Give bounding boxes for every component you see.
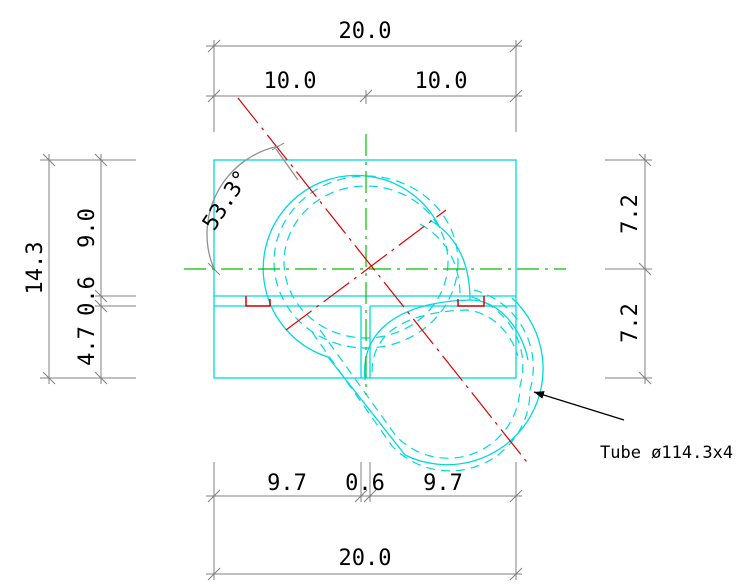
left-dimensions: 14.3 9.0 4.7 0.6 [23, 153, 136, 385]
angle-tick [207, 262, 221, 276]
tube-lower-hidden-outer [311, 289, 534, 472]
tick [207, 567, 221, 581]
tick [94, 299, 108, 313]
tick [42, 153, 56, 167]
weld-symbols [245, 296, 485, 307]
tick [94, 371, 108, 385]
dim-bottom-right: 9.7 [423, 471, 463, 496]
tube-outer-visible [262, 174, 544, 466]
tube-cross-axis [285, 209, 447, 331]
tick [638, 153, 652, 167]
tick [509, 39, 523, 53]
weld-mark-right [457, 296, 485, 307]
dim-bottom-total: 20.0 [339, 546, 392, 571]
tick [354, 489, 368, 503]
tick [638, 262, 652, 276]
tick [509, 567, 523, 581]
dim-right-lower: 7.2 [618, 303, 643, 343]
tick [94, 289, 108, 303]
tick [207, 489, 221, 503]
dim-bottom-gap: 0.6 [345, 471, 385, 496]
bottom-dimensions: 9.7 0.6 9.7 20.0 [206, 462, 523, 581]
tube-lower-hidden-inner [319, 295, 524, 459]
tick [638, 371, 652, 385]
dim-top-right: 10.0 [415, 69, 468, 94]
weld-mark-left [245, 296, 271, 307]
dim-bottom-left: 9.7 [267, 471, 307, 496]
angle-tick [271, 142, 285, 151]
dim-left-total: 14.3 [23, 242, 48, 295]
dim-left-lower: 4.7 [75, 326, 100, 366]
top-dimensions: 20.0 10.0 10.0 [206, 19, 523, 132]
angle-dimension: 53.3° [198, 142, 299, 276]
dim-right-upper: 7.2 [618, 194, 643, 234]
tube-projection [262, 174, 544, 472]
angle-arc [206, 145, 280, 270]
leader-arrow [533, 391, 625, 421]
tick [94, 153, 108, 167]
dim-top-left: 10.0 [264, 69, 317, 94]
dim-left-upper: 9.0 [75, 208, 100, 248]
tube-upper-lobe-hidden [419, 223, 461, 297]
dim-left-gap: 0.6 [75, 276, 100, 316]
tube-callout: Tube ø114.3x4 [533, 391, 733, 463]
tube-upper-lobe [429, 219, 471, 301]
tube-front-curve [363, 299, 529, 381]
tick [509, 489, 523, 503]
tick [363, 489, 377, 503]
tick [509, 89, 523, 103]
tick [42, 371, 56, 385]
angle-ext-line [275, 148, 299, 181]
dim-top-total: 20.0 [339, 19, 392, 44]
center-lines [184, 97, 566, 467]
tube-axis [237, 97, 531, 467]
tick [359, 89, 373, 103]
dim-angle: 53.3° [198, 166, 255, 235]
tick [207, 89, 221, 103]
right-dimensions: 7.2 7.2 [605, 153, 652, 385]
tube-label: Tube ø114.3x4 [600, 443, 733, 463]
tick [207, 39, 221, 53]
